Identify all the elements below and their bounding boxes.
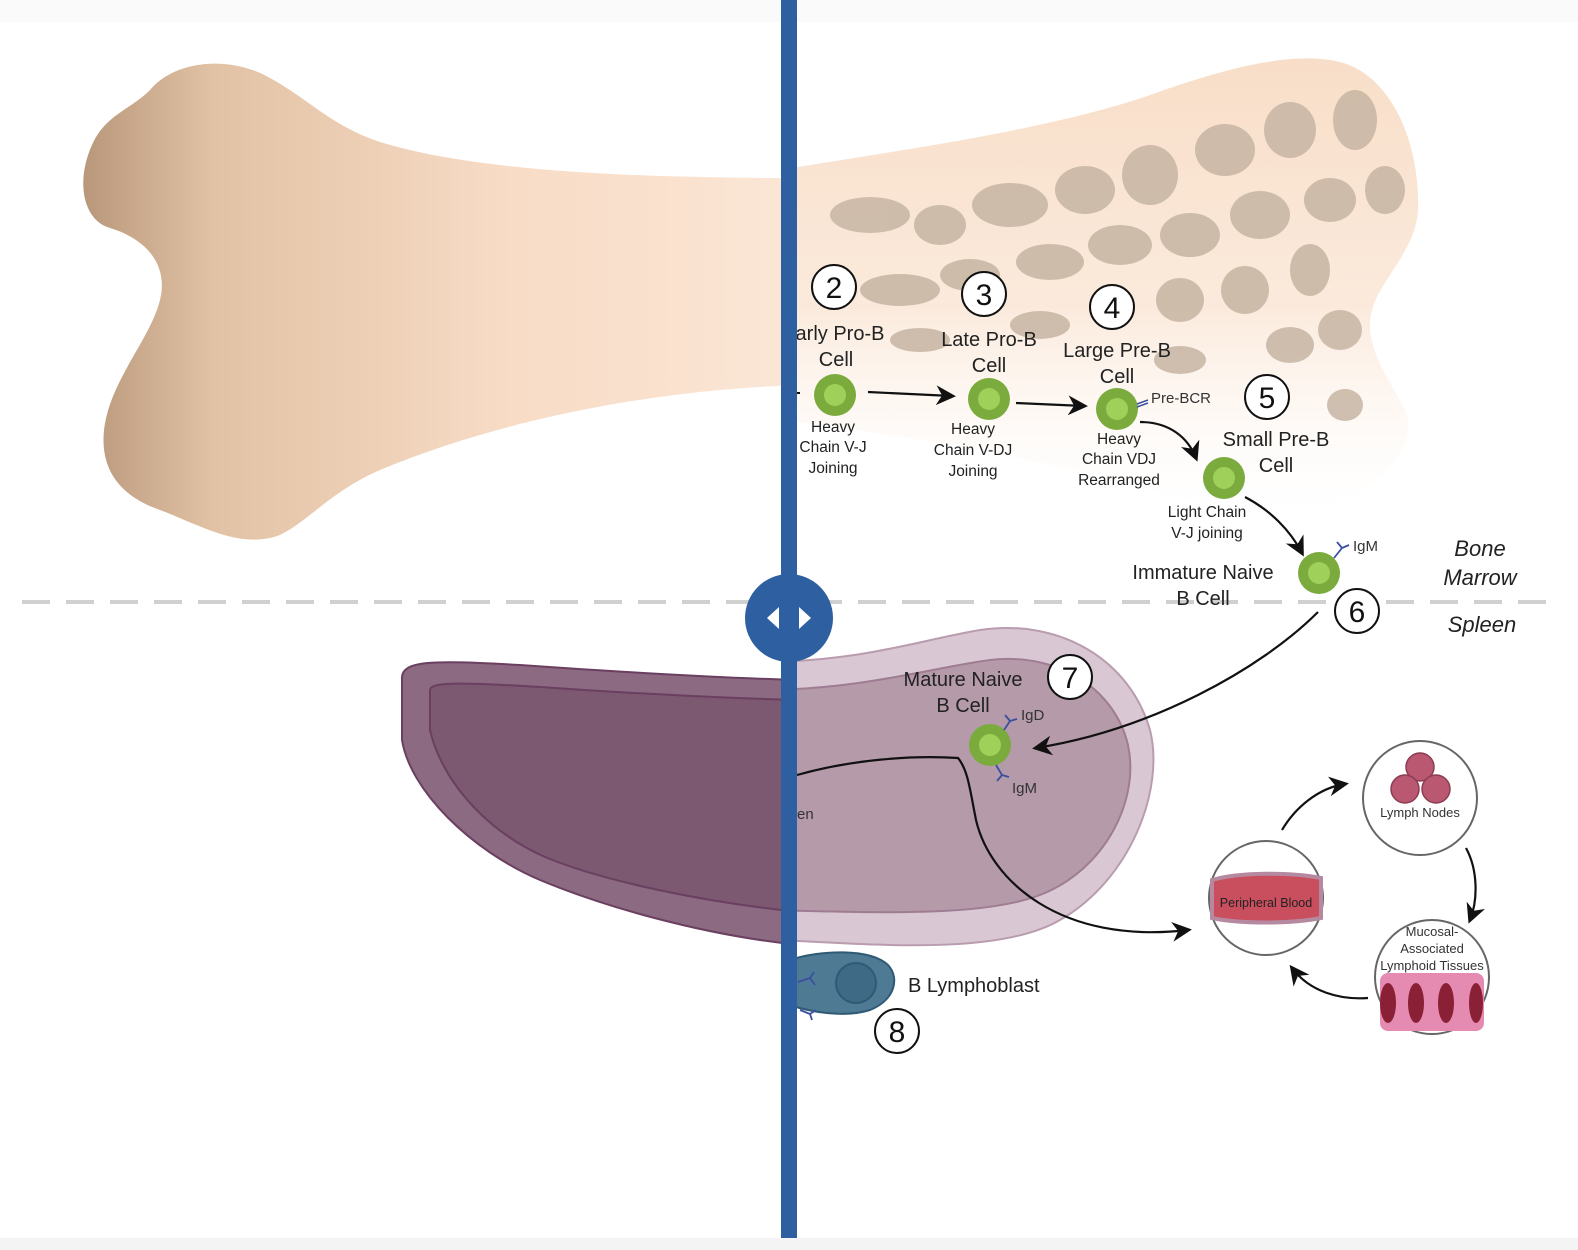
step-number-7: 7 bbox=[1062, 662, 1079, 695]
small-pre-b-title-2: Cell bbox=[1259, 455, 1293, 477]
cells bbox=[789, 374, 1350, 1021]
peripheral-blood-node: Peripheral Blood bbox=[1208, 840, 1324, 956]
lymph-nodes-node: Lymph Nodes bbox=[1362, 740, 1478, 856]
step-number-5: 5 bbox=[1259, 382, 1276, 415]
late-pro-b-title-2: Cell bbox=[972, 355, 1006, 377]
chevron-left-icon bbox=[767, 607, 779, 629]
bone-marrow-label-1: Bone bbox=[1454, 536, 1505, 561]
malt-node: Mucosal- Associated Lymphoid Tissues bbox=[1374, 919, 1490, 1035]
cell-small-pre-b bbox=[1203, 457, 1245, 499]
step-badges bbox=[811, 264, 1380, 1054]
igm-label-mature: IgM bbox=[1012, 780, 1037, 797]
step-number-4: 4 bbox=[1104, 292, 1121, 325]
step-number-3: 3 bbox=[976, 279, 993, 312]
b-lymphoblast-title: B Lymphoblast bbox=[908, 975, 1040, 997]
step-number-6: 6 bbox=[1349, 596, 1366, 629]
malt-label-3: Lymphoid Tissues bbox=[1380, 958, 1484, 973]
cell-large-pre-b bbox=[1096, 388, 1149, 430]
large-pre-b-title-2: Cell bbox=[1100, 366, 1134, 388]
pathway-arrows bbox=[796, 385, 1486, 1000]
step-number-8: 8 bbox=[889, 1016, 906, 1049]
pre-bcr-label: Pre-BCR bbox=[1151, 390, 1211, 407]
malt-label-2: Associated bbox=[1400, 941, 1464, 956]
cell-b-lymphoblast bbox=[789, 951, 896, 1021]
pre-bcr-receptor-icon bbox=[1136, 399, 1149, 408]
chevron-right-icon bbox=[799, 607, 811, 629]
large-pre-b-desc-2: Chain VDJ bbox=[1082, 451, 1156, 468]
early-pro-b-title-2: Cell bbox=[819, 349, 853, 371]
early-pro-b-title: arly Pro-B bbox=[796, 323, 885, 345]
large-pre-b-desc-3: Rearranged bbox=[1078, 472, 1160, 489]
small-pre-b-title: Small Pre-B bbox=[1223, 429, 1330, 451]
malt-tissue bbox=[1380, 973, 1484, 1031]
antibody-icon-2 bbox=[799, 1009, 817, 1021]
cell-late-pro-b bbox=[968, 378, 1010, 420]
spleen-label: Spleen bbox=[1448, 612, 1517, 637]
bone-pores bbox=[830, 90, 1405, 421]
antibody-icon bbox=[797, 971, 816, 986]
bone-shape bbox=[83, 63, 789, 540]
mature-naive-title-2: B Cell bbox=[936, 695, 989, 717]
lymph-nodes-label: Lymph Nodes bbox=[1380, 805, 1460, 820]
spleen-inner bbox=[429, 682, 789, 912]
slider-handle[interactable] bbox=[745, 574, 833, 662]
left-pane bbox=[83, 63, 789, 945]
spleen-partial-label: en bbox=[797, 806, 814, 823]
igm-label-immature: IgM bbox=[1353, 538, 1378, 555]
mature-naive-title: Mature Naive bbox=[904, 669, 1023, 691]
igd-receptor-icon bbox=[1003, 714, 1018, 731]
late-pro-b-desc-2: Chain V-DJ bbox=[934, 442, 1012, 459]
cell-mature-naive-b bbox=[969, 714, 1018, 782]
malt-label-1: Mucosal- bbox=[1406, 924, 1459, 939]
small-pre-b-desc-1: Light Chain bbox=[1168, 504, 1246, 521]
cell-immature-naive-b bbox=[1298, 541, 1350, 594]
small-pre-b-desc-2: V-J joining bbox=[1171, 525, 1243, 542]
bottom-bar bbox=[0, 1238, 1578, 1250]
igm-receptor-icon bbox=[1333, 541, 1350, 559]
bone-marrow-label-2: Marrow bbox=[1443, 565, 1518, 590]
immature-naive-title: Immature Naive bbox=[1132, 562, 1273, 584]
spleen-inner-right bbox=[789, 657, 1132, 914]
late-pro-b-title: Late Pro-B bbox=[941, 329, 1037, 351]
early-pro-b-desc-1: Heavy bbox=[811, 419, 855, 436]
early-pro-b-desc-3: Joining bbox=[808, 460, 857, 477]
igd-label: IgD bbox=[1021, 707, 1045, 724]
peripheral-blood-label: Peripheral Blood bbox=[1220, 896, 1312, 910]
late-pro-b-desc-1: Heavy bbox=[951, 421, 995, 438]
igm-receptor-icon-2 bbox=[995, 764, 1010, 782]
early-pro-b-desc-2: Chain V-J bbox=[799, 439, 866, 456]
step-number-2: 2 bbox=[826, 272, 843, 305]
late-pro-b-desc-3: Joining bbox=[948, 463, 997, 480]
cell-early-pro-b bbox=[814, 374, 856, 416]
large-pre-b-desc-1: Heavy bbox=[1097, 431, 1141, 448]
large-pre-b-title: Large Pre-B bbox=[1063, 340, 1171, 362]
right-pane bbox=[789, 58, 1419, 947]
immature-naive-title-2: B Cell bbox=[1176, 588, 1229, 610]
